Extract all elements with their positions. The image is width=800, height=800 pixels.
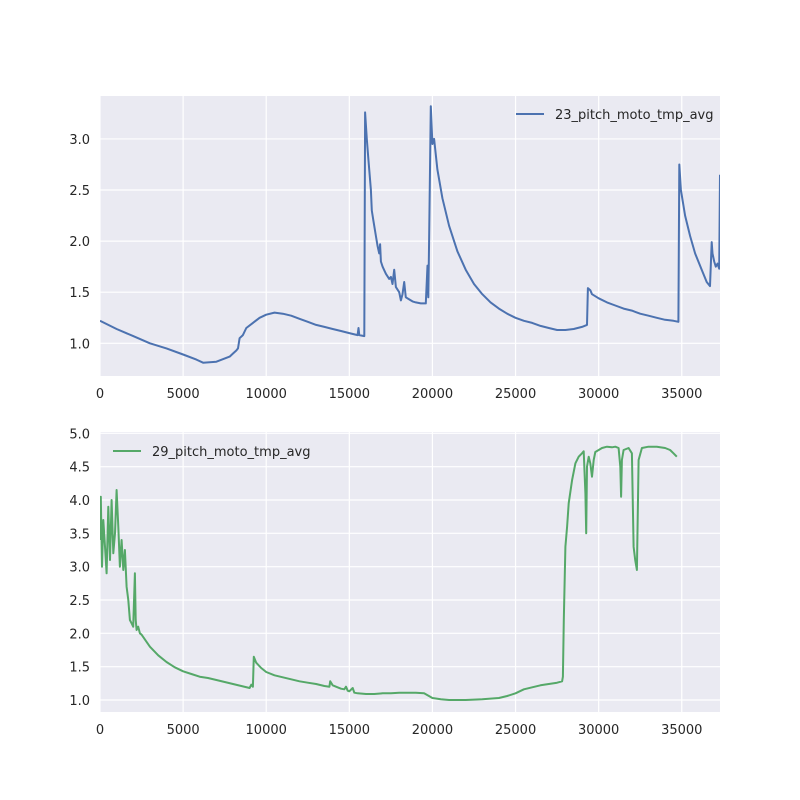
y-tick-label: 1.5 [69, 286, 90, 301]
x-tick-label: 15000 [329, 723, 370, 738]
y-tick-label: 4.0 [69, 494, 90, 509]
x-tick-label: 15000 [329, 387, 370, 402]
x-tick-label: 30000 [578, 723, 619, 738]
y-tick-label: 1.0 [69, 337, 90, 352]
legend-label-top: 23_pitch_moto_tmp_avg [555, 108, 713, 123]
x-tick-label: 5000 [167, 387, 200, 402]
x-tick-labels-bottom: 0 5000 10000 15000 20000 25000 30000 35000 [96, 723, 703, 738]
x-tick-label: 0 [96, 723, 104, 738]
plot-area-bottom [100, 432, 720, 712]
legend-top: 23_pitch_moto_tmp_avg [516, 108, 713, 123]
x-tick-label: 35000 [661, 723, 702, 738]
y-tick-label: 2.5 [69, 184, 90, 199]
legend-label-bottom: 29_pitch_moto_tmp_avg [152, 445, 310, 460]
x-tick-label: 10000 [246, 387, 287, 402]
y-tick-label: 2.0 [69, 627, 90, 642]
x-tick-label: 10000 [246, 723, 287, 738]
plot-area-top [100, 96, 720, 376]
y-tick-label: 1.0 [69, 694, 90, 709]
x-tick-label: 35000 [661, 387, 702, 402]
grid-bottom [99, 432, 720, 712]
x-tick-label: 0 [96, 387, 104, 402]
x-tick-labels-top: 0 5000 10000 15000 20000 25000 30000 35000 [96, 387, 703, 402]
y-tick-label: 3.0 [69, 561, 90, 576]
y-tick-label: 5.0 [69, 427, 90, 442]
subplot-top: 0 5000 10000 15000 20000 25000 30000 35000 1.01… [69, 96, 720, 402]
y-tick-label: 4.5 [69, 461, 90, 476]
y-tick-label: 3.5 [69, 527, 90, 542]
series-line-23-pitch-moto-tmp-avg [100, 105, 720, 364]
y-tick-label: 2.5 [69, 594, 90, 609]
x-tick-label: 20000 [412, 723, 453, 738]
y-tick-label: 1.5 [69, 661, 90, 676]
subplot-bottom: 0 5000 10000 15000 20000 25000 30000 35000 1.01… [69, 427, 720, 738]
y-tick-label: 3.0 [69, 133, 90, 148]
x-tick-label: 25000 [495, 387, 536, 402]
y-tick-labels-top: 1.0 1.5 2.0 2.5 3.0 [69, 133, 90, 352]
x-tick-label: 30000 [578, 387, 619, 402]
grid-top [99, 96, 720, 376]
y-tick-label: 2.0 [69, 235, 90, 250]
y-tick-labels-bottom: 1.0 1.5 2.0 2.5 3.0 3.5 4.0 4.5 5.0 [69, 427, 90, 709]
series-line-29-pitch-moto-tmp-avg [100, 445, 678, 701]
x-tick-label: 20000 [412, 387, 453, 402]
x-tick-label: 5000 [167, 723, 200, 738]
legend-bottom: 29_pitch_moto_tmp_avg [113, 445, 310, 460]
x-tick-label: 25000 [495, 723, 536, 738]
